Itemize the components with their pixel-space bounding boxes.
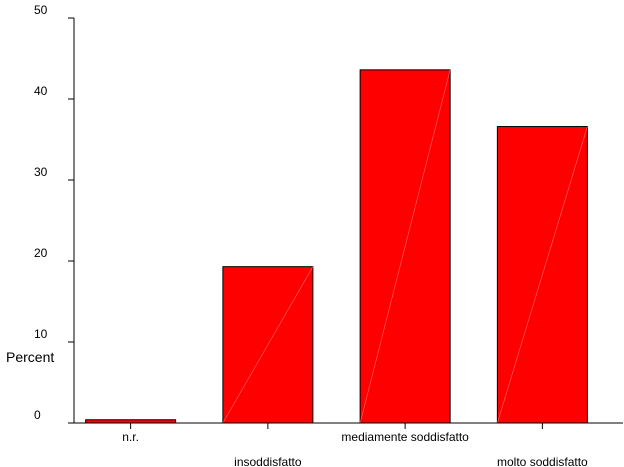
x-category-label-1: insoddisfatto — [234, 455, 302, 467]
bar-highlight-3 — [497, 126, 588, 424]
x-labels-group: n.r. insoddisfatto mediamente soddisfatto m… — [122, 423, 588, 467]
y-tick-label-0: 0 — [34, 408, 41, 422]
y-axis-label: Percent — [6, 349, 54, 365]
x-category-label-3: molto soddisfatto — [497, 455, 588, 467]
y-tick-label-20: 20 — [34, 246, 48, 260]
x-category-label-0: n.r. — [122, 430, 139, 444]
x-category-label-2: mediamente soddisfatto — [341, 430, 469, 444]
y-tick-label-40: 40 — [34, 84, 48, 98]
bar-highlight-2 — [359, 69, 451, 424]
y-tick-label-10: 10 — [34, 327, 48, 341]
bars-group — [85, 69, 588, 424]
bar-highlight-1 — [222, 266, 314, 424]
y-ticks-group: 0 10 20 30 40 50 — [34, 3, 74, 424]
y-tick-label-50: 50 — [34, 3, 48, 17]
y-tick-label-30: 30 — [34, 165, 48, 179]
